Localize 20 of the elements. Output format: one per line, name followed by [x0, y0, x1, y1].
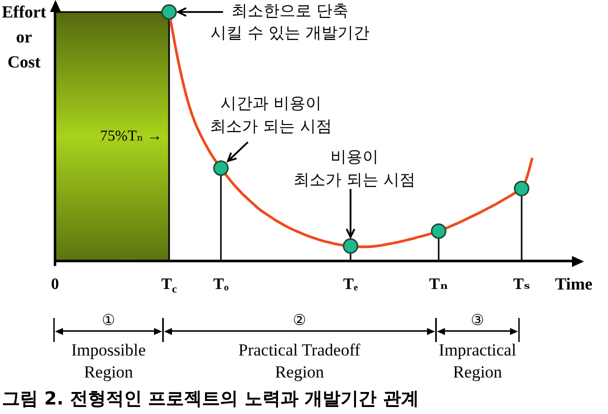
point — [342, 238, 358, 254]
annotation: 75%Tₙ → — [100, 128, 162, 144]
x-tick-label: 0 — [51, 276, 59, 294]
x-tick-label: Tₙ — [429, 276, 448, 294]
x-tick-label: Tₑ — [343, 276, 358, 294]
text: ② Practical Tradeoff Region — [238, 310, 361, 382]
point — [161, 4, 177, 20]
point — [514, 180, 530, 196]
annotation: 최소한으로 단축 시킬 수 있는 개발기간 — [210, 1, 370, 42]
point — [213, 160, 229, 176]
x-tick-label: Tₒ — [213, 276, 229, 294]
x-tick-label: Tₛ — [513, 276, 530, 294]
x-axis-title: Time — [555, 274, 593, 294]
y-axis-title: Effort or Cost — [2, 2, 47, 72]
text: ③ Impractical Region — [438, 310, 516, 382]
text: ① Impossible Region — [71, 310, 146, 382]
caption: 그림 2. 전형적인 프로젝트의 노력과 개발기간 관계 — [2, 388, 419, 410]
annotation: 시간과 비용이 최소가 되는 시점 — [210, 93, 332, 136]
annotation: 비용이 최소가 되는 시점 — [293, 147, 416, 190]
point — [430, 223, 446, 239]
